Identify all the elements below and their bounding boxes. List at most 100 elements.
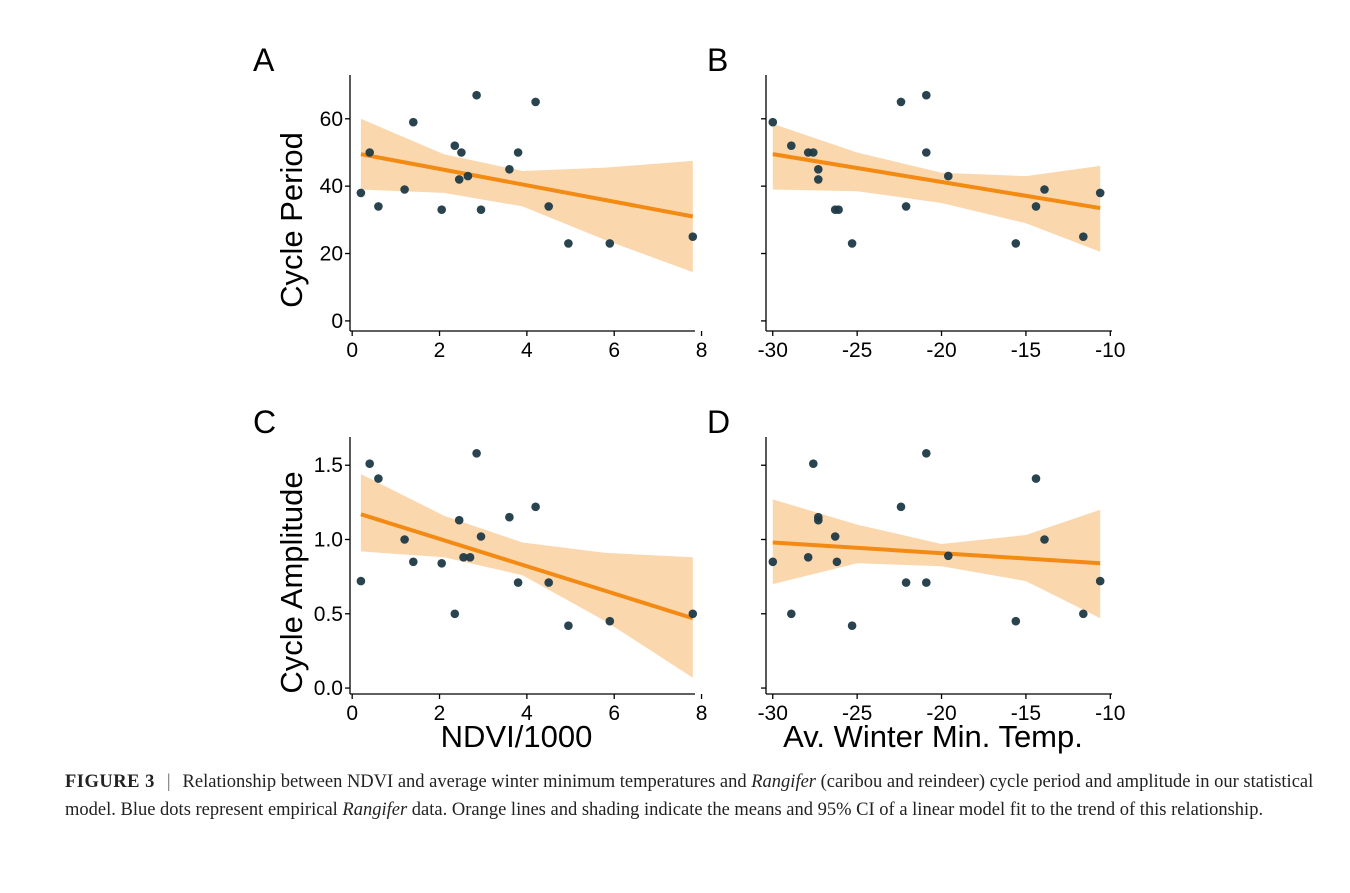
data-point [454, 515, 464, 525]
data-point [531, 97, 540, 107]
x-tick-label: -15 [1011, 702, 1041, 725]
panel-c: C 0 2 4 6 8 0.0 0.5 1.0 1.5 NDVI/1000 Cycle Amplitu… [253, 404, 707, 754]
data-point [834, 205, 843, 214]
data-point [768, 557, 778, 567]
data-point [896, 502, 906, 512]
data-point [459, 553, 468, 562]
data-point [832, 557, 842, 567]
data-point [922, 578, 931, 587]
x-tick-label: -20 [926, 339, 956, 362]
data-point [1040, 185, 1049, 194]
data-point [513, 578, 523, 587]
x-tick-label: 0 [346, 702, 358, 725]
data-point [463, 171, 473, 181]
y-tick-label: 40 [320, 175, 343, 198]
data-point [944, 551, 953, 561]
data-point [901, 202, 911, 211]
data-point [450, 609, 460, 619]
data-point [544, 578, 553, 587]
x-tick-label: -25 [842, 702, 872, 725]
data-point [688, 232, 698, 241]
data-point [1095, 188, 1105, 198]
data-point [472, 449, 481, 458]
caption-italic-term: Rangifer [342, 800, 408, 820]
panel-b: B -30 -25 -20 -15 -10 [707, 42, 1125, 362]
data-point [564, 239, 573, 248]
data-point [847, 621, 857, 630]
y-tick-label: 60 [320, 108, 343, 131]
panel-letter: A [253, 42, 275, 78]
data-point [505, 165, 514, 174]
figure: A 0 2 4 6 8 0 20 40 60 Cycle Period B -30 -25 -20 -15 -1… [253, 42, 1125, 754]
y-tick-label: 20 [320, 243, 343, 266]
confidence-band [360, 118, 693, 273]
data-point [803, 553, 813, 562]
data-point [476, 532, 486, 541]
confidence-band [360, 474, 693, 678]
data-point [374, 202, 383, 211]
data-point [814, 165, 823, 174]
data-point [400, 535, 409, 544]
panel-letter: C [253, 404, 276, 440]
caption-text: Relationship between NDVI and average wi… [65, 772, 1313, 820]
data-point [809, 148, 818, 157]
data-point [465, 553, 475, 562]
data-point [922, 449, 931, 458]
y-tick-label: 1.5 [314, 454, 343, 477]
caption-italic-term: Rangifer [751, 772, 816, 792]
x-tick-label: 4 [521, 702, 533, 725]
caption-text-run: (caribou and reindeer) cycle period and … [65, 772, 1314, 820]
data-point [365, 459, 375, 469]
data-point [505, 512, 514, 522]
data-point [768, 117, 778, 127]
data-point [944, 171, 953, 181]
figure-caption: FIGURE 3 | Relationship between NDVI and a… [65, 768, 1320, 824]
x-tick-label: 6 [608, 702, 620, 725]
data-point [688, 609, 698, 619]
panel-d: D -30 -25 -20 -15 -10 Av. Winter Min. Temp. [707, 404, 1125, 754]
x-axis-title: Av. Winter Min. Temp. [783, 719, 1083, 754]
data-point [830, 532, 840, 541]
data-point [922, 90, 931, 100]
data-point [564, 621, 573, 630]
data-point [437, 559, 447, 568]
x-tick-label: 8 [696, 702, 708, 725]
data-point [1031, 474, 1041, 483]
data-point [814, 512, 823, 522]
x-tick-label: -30 [758, 702, 788, 725]
data-point [472, 90, 481, 100]
data-point [450, 141, 460, 150]
y-tick-label: 0.0 [314, 677, 343, 700]
x-tick-label: 6 [608, 339, 620, 362]
x-tick-label: -15 [1011, 339, 1041, 362]
data-point [513, 148, 523, 157]
data-point [787, 141, 796, 150]
x-tick-label: -30 [758, 339, 788, 362]
x-tick-label: 2 [434, 702, 446, 725]
panel-a: A 0 2 4 6 8 0 20 40 60 Cycle Period [253, 42, 707, 362]
data-point [476, 205, 486, 214]
data-point [847, 239, 857, 248]
caption-text-run: data. Orange lines and shading indicate … [407, 800, 1264, 820]
x-tick-label: 8 [696, 339, 708, 362]
data-point [409, 557, 418, 567]
data-point [901, 578, 911, 587]
data-point [605, 616, 615, 626]
data-point [374, 474, 383, 483]
data-point [1040, 535, 1049, 544]
data-point [356, 576, 366, 586]
data-point [787, 609, 796, 619]
caption-separator: | [166, 772, 171, 792]
data-point [605, 239, 615, 248]
regression-line [360, 152, 694, 219]
data-point [1031, 202, 1041, 211]
panel-letter: B [707, 42, 728, 78]
y-tick-label: 0.5 [314, 603, 343, 626]
data-point [1095, 576, 1105, 586]
data-point [1011, 239, 1021, 248]
regression-line [772, 540, 1101, 566]
data-point [1079, 232, 1088, 241]
y-axis-title: Cycle Amplitude [274, 471, 309, 693]
data-point [531, 502, 540, 512]
